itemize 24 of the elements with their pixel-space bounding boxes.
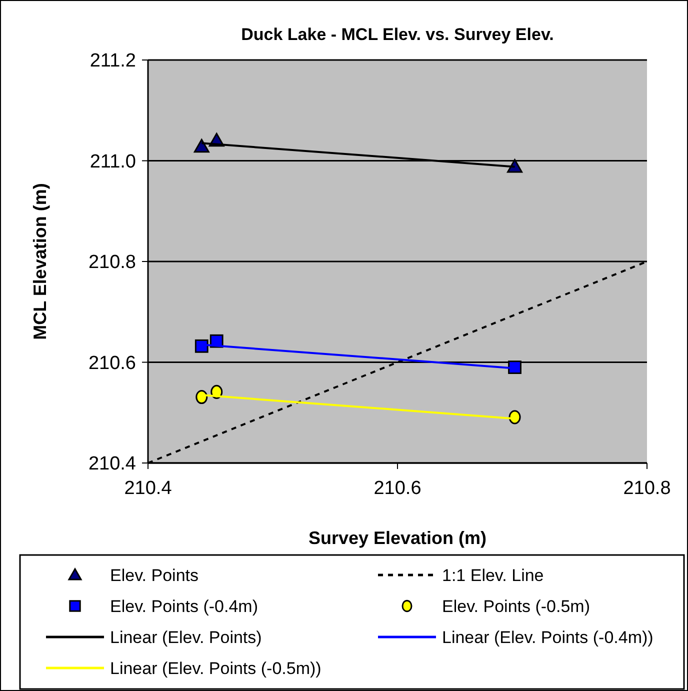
- point: [194, 138, 210, 153]
- legend-label: Linear (Elev. Points (-0.5m)): [110, 658, 322, 678]
- y-tick-label: 210.6: [88, 352, 136, 374]
- point: [194, 339, 208, 353]
- x-axis-title: Survey Elevation (m): [308, 528, 487, 548]
- x-tick-label: 210.6: [374, 478, 422, 499]
- chart-title: Duck Lake - MCL Elev. vs. Survey Elev.: [241, 25, 554, 44]
- legend-label: Linear (Elev. Points): [110, 628, 262, 647]
- x-tick-label: 210.4: [124, 478, 172, 499]
- legend-label: 1:1 Elev. Line: [442, 566, 544, 585]
- y-axis-title: MCL Elevation (m): [30, 183, 50, 340]
- legend-label: Elev. Points (-0.4m): [110, 596, 258, 616]
- point: [507, 159, 523, 173]
- y-tick-label: 210.8: [88, 252, 136, 274]
- y-tick-label: 211.0: [90, 151, 136, 172]
- legend-label: Elev. Points: [110, 566, 199, 585]
- point: [196, 390, 208, 404]
- y-tick-label: 210.4: [88, 454, 136, 475]
- y-tick-label: 211.2: [90, 50, 136, 72]
- point: [508, 360, 522, 374]
- x-tick-label: 210.8: [623, 478, 671, 499]
- legend-label: Elev. Points (-0.5m): [442, 596, 590, 616]
- legend-label: Linear (Elev. Points (-0.4m)): [442, 628, 654, 647]
- point: [508, 410, 521, 424]
